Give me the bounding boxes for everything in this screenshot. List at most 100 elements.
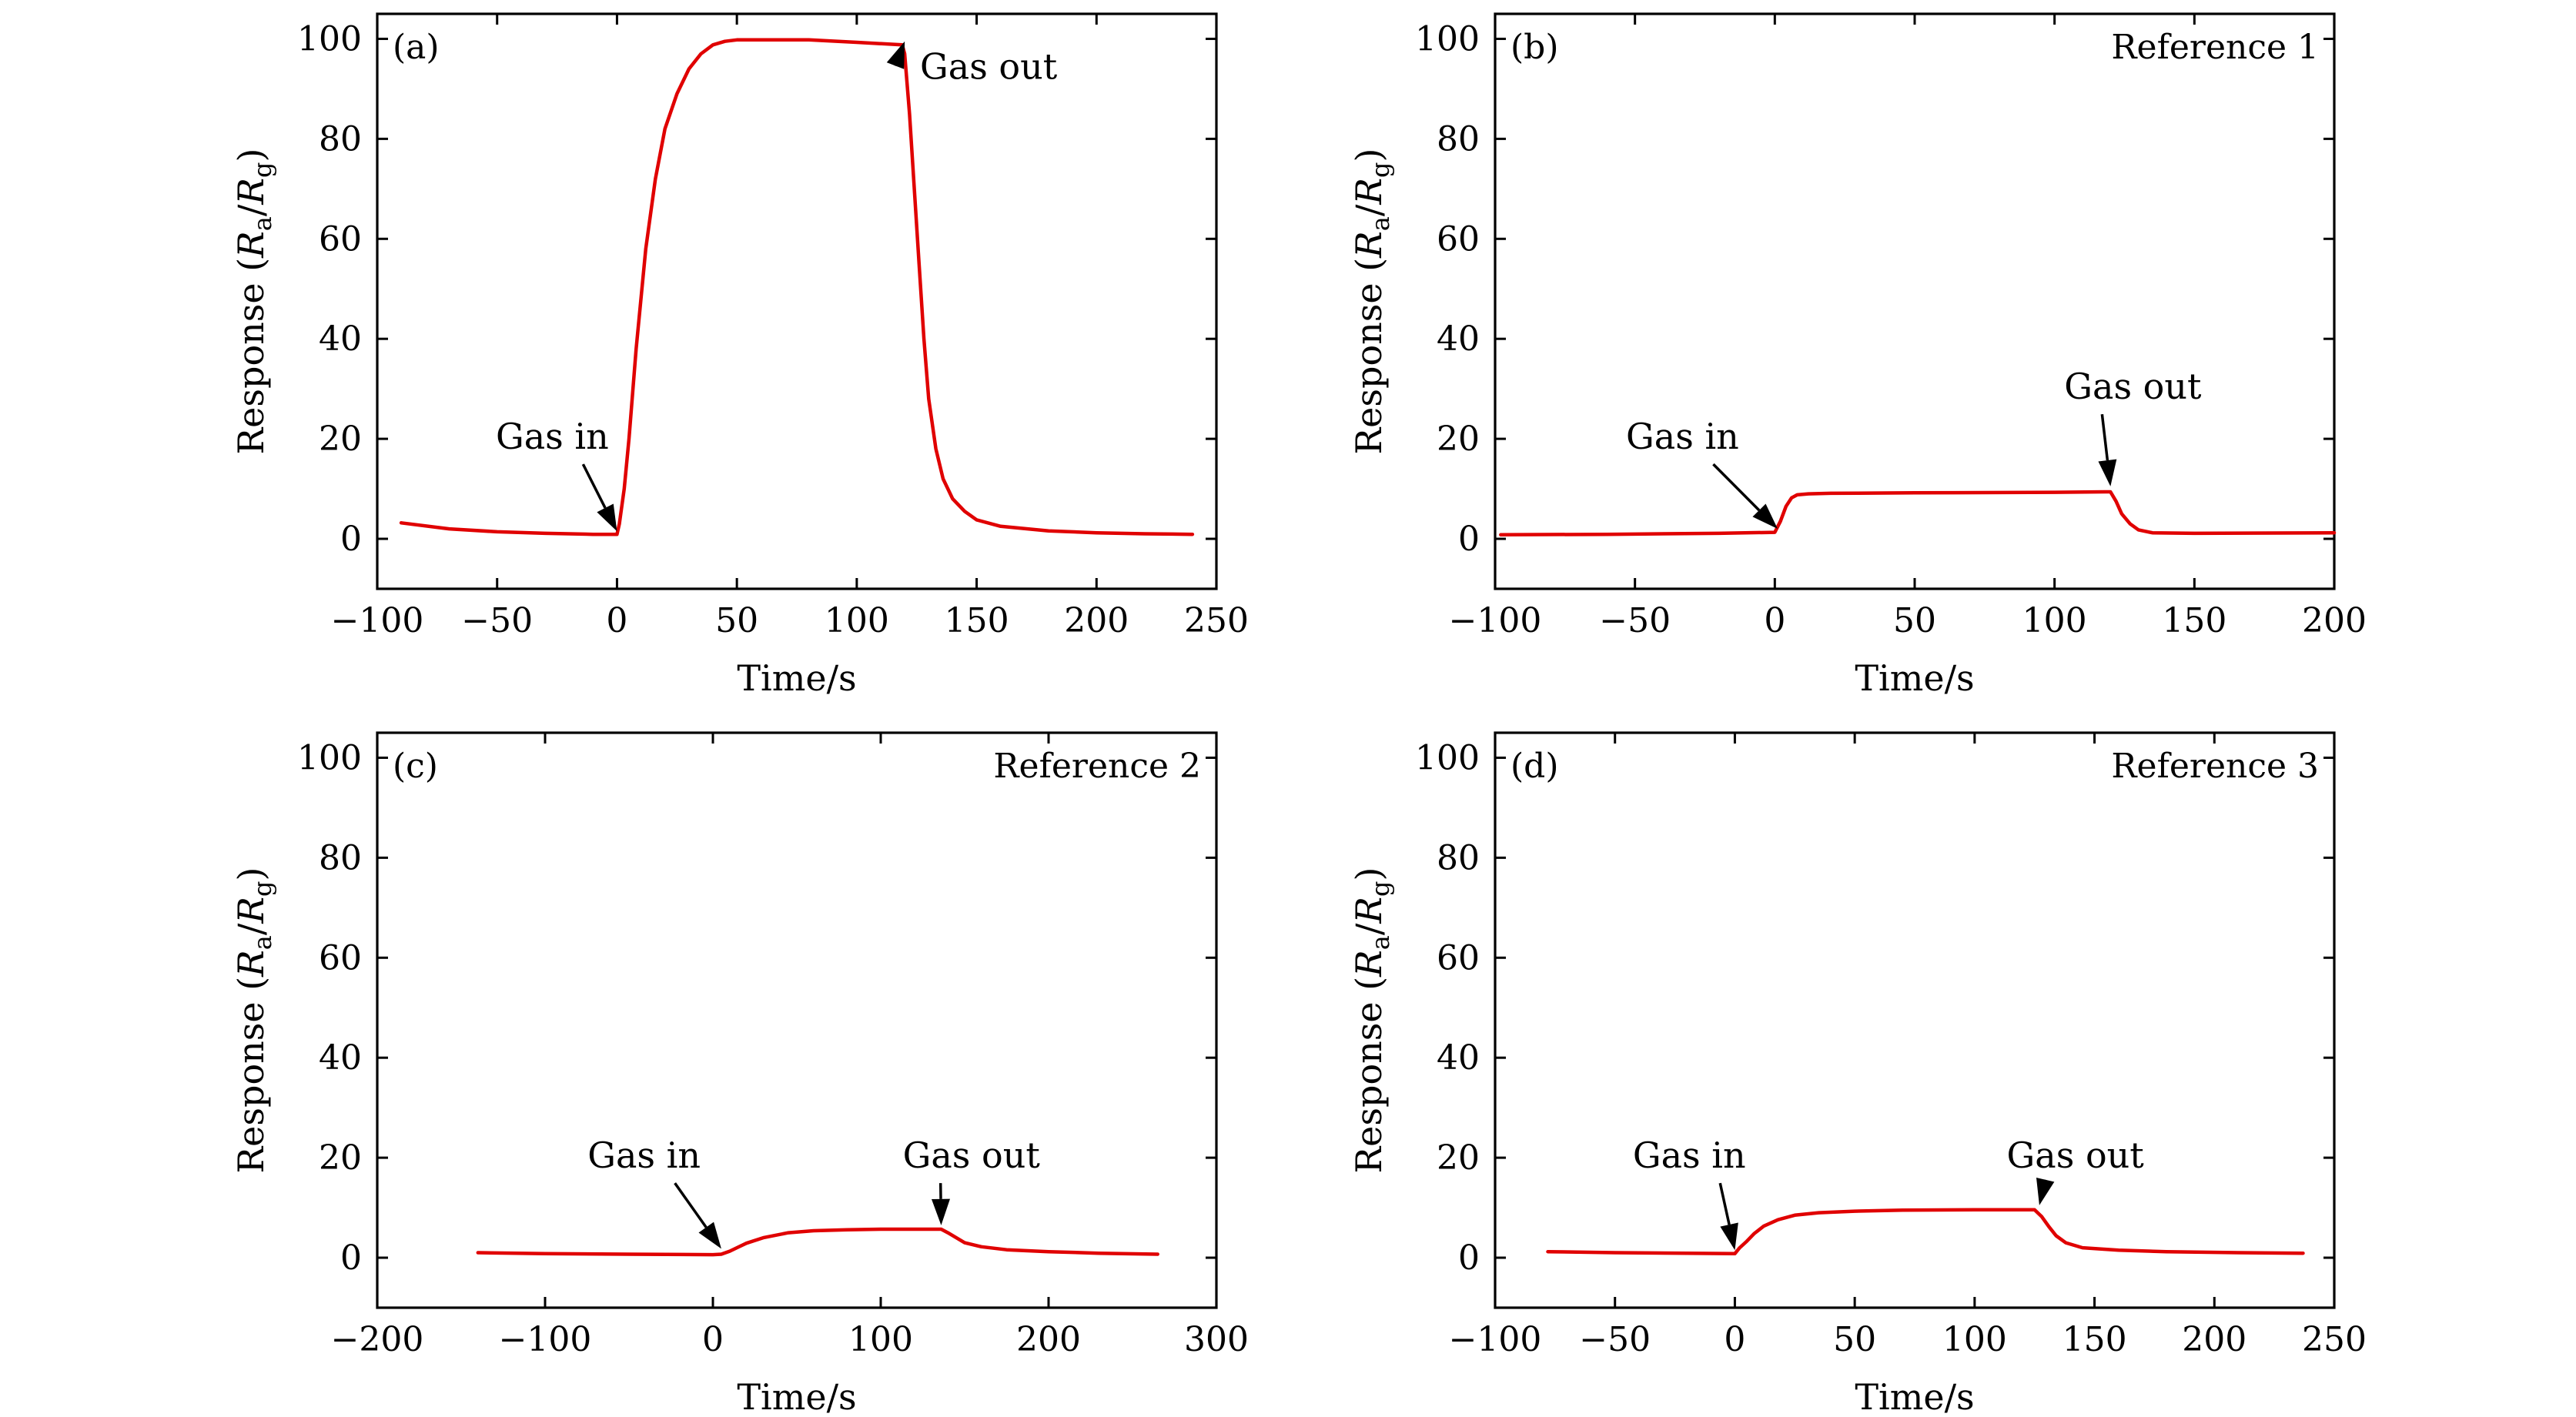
y-tick-label: 80 [1437,119,1480,159]
x-tick-label: −100 [1449,1320,1542,1359]
y-tick-label: 100 [1415,738,1480,777]
x-tick-label: 0 [1764,601,1785,640]
plot-frame [376,731,1218,1309]
y-label-slash: / [230,204,272,216]
y-label-close: ) [230,867,272,881]
x-tick-label: 150 [2162,601,2226,640]
x-axis-label: Time/s [737,1376,856,1417]
y-label-main: Response ( [230,977,272,1174]
arrowhead [698,1221,721,1249]
x-tick-label: 200 [1064,601,1129,640]
y-label-ra-sub: a [248,935,277,950]
x-tick-label: 100 [848,1320,913,1359]
series-line [476,1227,1159,1257]
y-tick-label: 80 [1437,838,1480,877]
annotation-arrow [2100,413,2109,461]
x-axis-label: Time/s [737,657,856,699]
y-tick-label: 100 [1415,19,1480,58]
x-tick-label: 200 [1016,1320,1081,1359]
y-tick-label: 60 [319,938,362,978]
x-tick-label: 150 [2062,1320,2127,1359]
y-label-slash: / [230,923,272,935]
x-tick-label: 300 [1184,1320,1249,1359]
y-label-main: Response ( [1348,258,1390,455]
y-label-rg: R [230,178,272,206]
x-tick-label: 100 [1942,1320,2007,1359]
x-tick-label: −100 [499,1320,592,1359]
y-label-rg-sub: g [248,881,277,896]
series-line [1546,1208,2305,1256]
annotation-arrow [1718,1182,1731,1225]
x-tick-label: −100 [331,601,424,640]
annotation-label: Gas in [496,416,609,457]
y-tick-label: 40 [1437,319,1480,359]
y-tick-label: 60 [1437,938,1480,978]
y-label-close: ) [1348,867,1390,881]
panel-title: Reference 1 [2111,28,2319,67]
arrowhead [2098,459,2117,486]
arrowhead [886,41,905,69]
y-label-rg: R [230,897,272,924]
x-tick-label: 50 [1893,601,1936,640]
y-tick-label: 20 [1437,1138,1480,1178]
plot-frame [376,12,1218,590]
y-label-main: Response ( [1348,977,1390,1174]
annotation-label: Gas out [2064,366,2202,407]
y-label-rg-sub: g [1366,881,1395,896]
arrowhead [2036,1178,2055,1205]
y-label-rg: R [1348,897,1390,924]
arrowhead [597,503,617,532]
arrowhead [932,1198,951,1225]
y-tick-label: 100 [297,19,362,58]
y-tick-label: 0 [1458,520,1480,559]
y-label-ra: R [230,950,272,978]
x-tick-label: −50 [461,601,533,640]
panel-d: −100 −50 0 50 100 150 200 250 0 20 40 60 80 100 Time/s… [1348,731,2367,1417]
y-tick-label: 40 [1437,1038,1480,1078]
y-tick-label: 20 [319,419,362,459]
x-tick-label: 0 [1724,1320,1745,1359]
y-tick-label: 80 [319,119,362,159]
x-tick-label: 250 [1184,601,1249,640]
y-tick-label: 20 [319,1138,362,1178]
panel-label: (c) [393,747,438,786]
y-axis-label: Response (Ra/Rg) [230,149,277,455]
y-tick-label: 40 [319,319,362,359]
annotation-arrow [581,463,607,509]
y-label-ra: R [1348,231,1390,259]
y-axis-label: Response (Ra/Rg) [230,867,277,1174]
x-axis-label: Time/s [1855,1376,1974,1417]
y-tick-label: 20 [1437,419,1480,459]
x-tick-label: −50 [1599,601,1671,640]
x-tick-label: 0 [702,1320,724,1359]
y-label-ra-sub: a [1366,935,1395,950]
y-tick-label: 0 [1458,1238,1480,1278]
series-line [1499,490,2337,537]
panel-c: −200 −100 0 100 200 300 0 20 40 60 80 100 Time/s Resp… [230,731,1249,1417]
x-tick-label: 200 [2302,601,2367,640]
annotation-label: Gas in [1633,1135,1746,1176]
annotation-arrow [674,1182,708,1228]
x-tick-label: 150 [945,601,1009,640]
x-axis-label: Time/s [1855,657,1974,699]
y-label-ra: R [1348,950,1390,978]
x-tick-label: −50 [1579,1320,1651,1359]
x-tick-label: 100 [2022,601,2087,640]
y-label-rg: R [1348,178,1390,206]
plot-frame [1494,12,2336,590]
annotation-arrow [1712,463,1761,512]
x-tick-label: 200 [2182,1320,2246,1359]
y-tick-label: 100 [297,738,362,777]
panel-label: (a) [393,28,440,67]
panel-title: Reference 3 [2111,747,2319,786]
annotation-label: Gas in [587,1135,701,1176]
y-axis-label: Response (Ra/Rg) [1348,149,1395,455]
y-label-slash: / [1348,923,1390,935]
y-label-close: ) [1348,149,1390,162]
y-tick-label: 0 [340,520,362,559]
y-tick-label: 40 [319,1038,362,1078]
y-label-close: ) [230,149,272,162]
annotation-label: Gas out [903,1135,1041,1176]
arrowhead [1752,503,1778,530]
